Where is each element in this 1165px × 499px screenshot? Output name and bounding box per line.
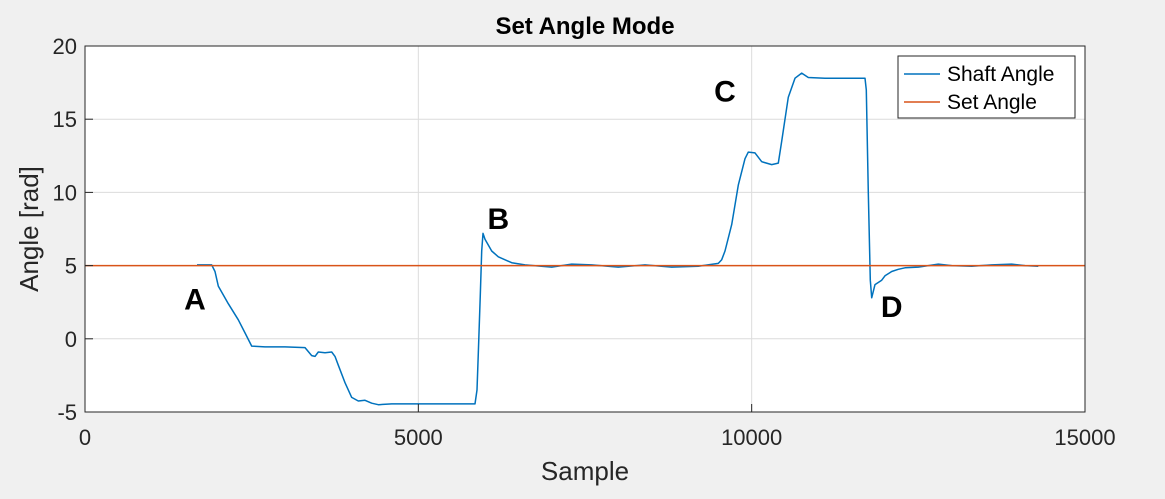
y-tick-label: 15 — [53, 107, 77, 132]
annotations: A B C D — [184, 76, 902, 324]
series-layer — [85, 72, 1085, 406]
legend: Shaft Angle Set Angle — [897, 55, 1076, 119]
legend-entry: Set Angle — [947, 91, 1037, 114]
legend-box — [897, 55, 1076, 119]
x-tick-label: 0 — [79, 425, 91, 450]
annotation-b: B — [487, 203, 509, 236]
legend-entry: Shaft Angle — [947, 63, 1054, 86]
y-tick-label: 5 — [65, 254, 77, 279]
plot-frame — [84, 45, 1086, 413]
x-axis-label: Sample — [541, 456, 629, 486]
y-tick-label: -5 — [57, 400, 77, 425]
y-tick-label: 10 — [53, 180, 77, 205]
annotation-d: D — [881, 291, 903, 324]
y-axis-label: Angle [rad] — [14, 166, 44, 292]
y-tick-label: 0 — [65, 327, 77, 352]
y-tick-label: 20 — [53, 34, 77, 59]
annotation-c: C — [714, 76, 736, 109]
annotation-a: A — [184, 284, 206, 317]
x-tick-label: 15000 — [1054, 425, 1115, 450]
chart-title: Set Angle Mode — [495, 13, 674, 40]
x-tick-label: 10000 — [721, 425, 782, 450]
x-tick-label: 5000 — [394, 425, 443, 450]
